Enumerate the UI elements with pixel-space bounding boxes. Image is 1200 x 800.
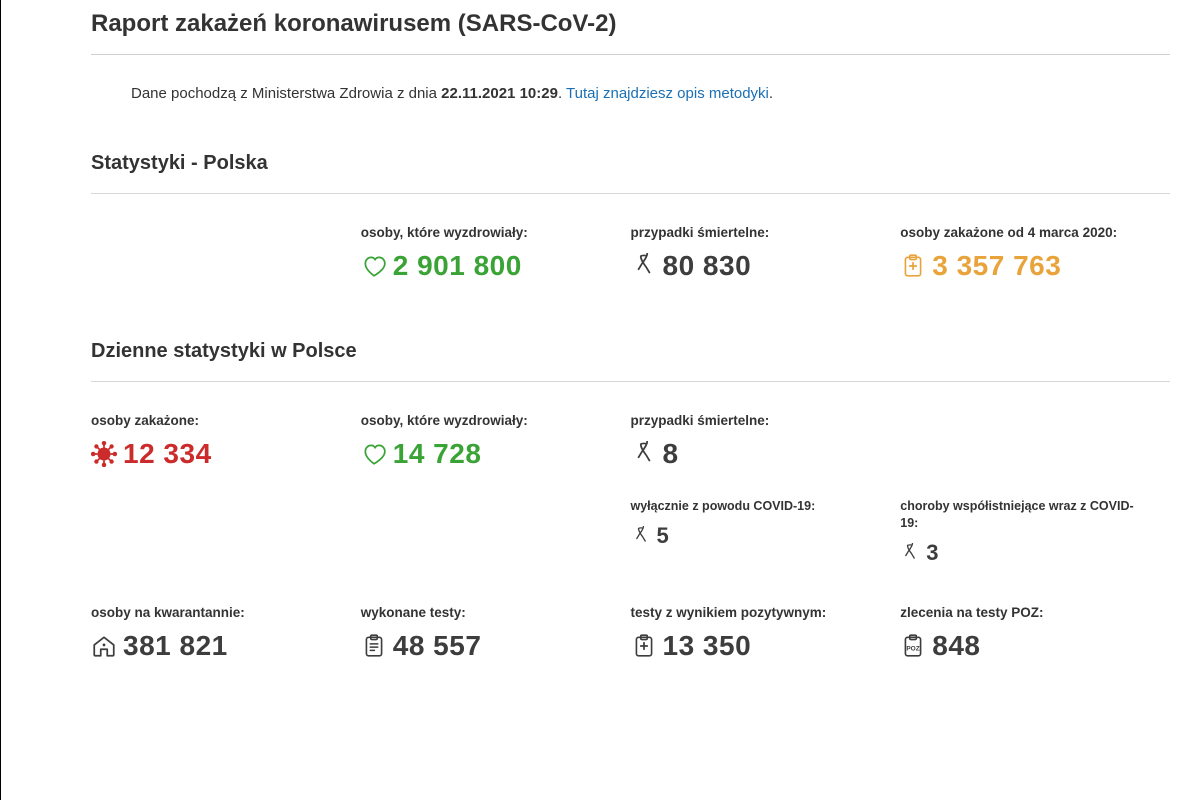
stat-label: choroby współistniejące wraz z COVID-19: [900, 498, 1150, 532]
source-period: . [769, 85, 773, 102]
clipboard-plus-icon [900, 253, 926, 279]
clipboard-plus-icon [631, 633, 657, 659]
stat-label: osoby na kwarantannie: [91, 604, 341, 622]
source-suffix: . [558, 85, 566, 102]
stat-label: przypadki śmiertelne: [631, 224, 881, 242]
stat-label: przypadki śmiertelne: [631, 412, 881, 430]
stat-number: 14 728 [393, 440, 482, 468]
source-prefix: Dane pochodzą z Ministerstwa Zdrowia z d… [131, 85, 441, 102]
stat-label: osoby, które wyzdrowiały: [361, 412, 611, 430]
section-overall-divider [91, 193, 1170, 194]
clipboard-list-icon [361, 633, 387, 659]
stat-value: 14 728 [361, 440, 611, 468]
stat-label: wyłącznie z powodu COVID-19: [631, 498, 881, 515]
stat-value: 2 901 800 [361, 252, 611, 280]
stat-tests: wykonane testy: 48 557 [361, 604, 631, 660]
stat-number: 8 [663, 440, 679, 468]
stat-tests-positive: testy z wynikiem pozytywnym: 13 350 [631, 604, 901, 660]
ribbon-icon [631, 526, 651, 546]
title-divider [91, 54, 1170, 55]
house-icon [91, 633, 117, 659]
stat-daily-infected: osoby zakażone: 12 334 [91, 412, 361, 468]
stat-value: 80 830 [631, 252, 881, 280]
stat-label: osoby zakażone: [91, 412, 341, 430]
stat-number: 2 901 800 [393, 252, 522, 280]
stat-value: 848 [900, 632, 1150, 660]
stat-value: 381 821 [91, 632, 341, 660]
stat-daily-recovered: osoby, które wyzdrowiały: 14 728 [361, 412, 631, 468]
stat-value: 3 [900, 542, 1150, 564]
section-daily-title: Dzienne statystyki w Polsce [91, 330, 1170, 381]
stat-number: 3 [926, 542, 939, 564]
stat-label: wykonane testy: [361, 604, 611, 622]
methodology-link[interactable]: Tutaj znajdziesz opis metodyki [566, 85, 769, 102]
stat-number: 48 557 [393, 632, 482, 660]
stat-label: osoby zakażone od 4 marca 2020: [900, 224, 1150, 242]
daily-stats-row-2: osoby na kwarantannie: 381 821 wykonane … [91, 604, 1170, 670]
stat-number: 5 [657, 525, 670, 547]
stat-label: testy z wynikiem pozytywnym: [631, 604, 881, 622]
ribbon-icon [631, 441, 657, 467]
stat-number: 12 334 [123, 440, 212, 468]
stat-overall-infected: osoby zakażone od 4 marca 2020: 3 357 76… [900, 224, 1170, 280]
stat-value: 8 [631, 440, 881, 468]
stat-value: 13 350 [631, 632, 881, 660]
stat-value: 3 357 763 [900, 252, 1150, 280]
stat-label: osoby, które wyzdrowiały: [361, 224, 611, 242]
source-line: Dane pochodzą z Ministerstwa Zdrowia z d… [91, 75, 1170, 142]
stat-deaths-comorbid: choroby współistniejące wraz z COVID-19:… [900, 498, 1170, 564]
stat-number: 381 821 [123, 632, 228, 660]
stat-label: zlecenia na testy POZ: [900, 604, 1150, 622]
stat-overall-deaths: przypadki śmiertelne: 80 830 [631, 224, 901, 280]
source-date: 22.11.2021 10:29 [441, 85, 558, 102]
stat-deaths-covid-only: wyłącznie z powodu COVID-19: 5 [631, 498, 901, 564]
section-overall-title: Statystyki - Polska [91, 142, 1170, 193]
page-title: Raport zakażeń koronawirusem (SARS-CoV-2… [91, 0, 1170, 54]
stat-number: 848 [932, 632, 980, 660]
clipboard-poz-icon [900, 633, 926, 659]
stat-number: 13 350 [663, 632, 752, 660]
stat-number: 3 357 763 [932, 252, 1061, 280]
overall-stats-row: osoby, które wyzdrowiały: 2 901 800 przy… [91, 224, 1170, 290]
stat-number: 80 830 [663, 252, 752, 280]
ribbon-icon [631, 253, 657, 279]
ribbon-icon [900, 543, 920, 563]
stat-overall-recovered: osoby, które wyzdrowiały: 2 901 800 [361, 224, 631, 280]
stat-value: 48 557 [361, 632, 611, 660]
stat-value: 5 [631, 525, 881, 547]
virus-icon [91, 441, 117, 467]
stat-value: 12 334 [91, 440, 341, 468]
section-daily-divider [91, 381, 1170, 382]
stat-quarantine: osoby na kwarantannie: 381 821 [91, 604, 361, 660]
heart-icon [361, 253, 387, 279]
stat-poz-orders: zlecenia na testy POZ: 848 [900, 604, 1170, 660]
daily-stats-row-1: osoby zakażone: 12 334 osoby, które wyzd… [91, 412, 1170, 478]
heart-icon [361, 441, 387, 467]
daily-deaths-breakdown-row: wyłącznie z powodu COVID-19: 5 choroby w… [91, 498, 1170, 574]
stat-daily-deaths: przypadki śmiertelne: 8 [631, 412, 901, 468]
